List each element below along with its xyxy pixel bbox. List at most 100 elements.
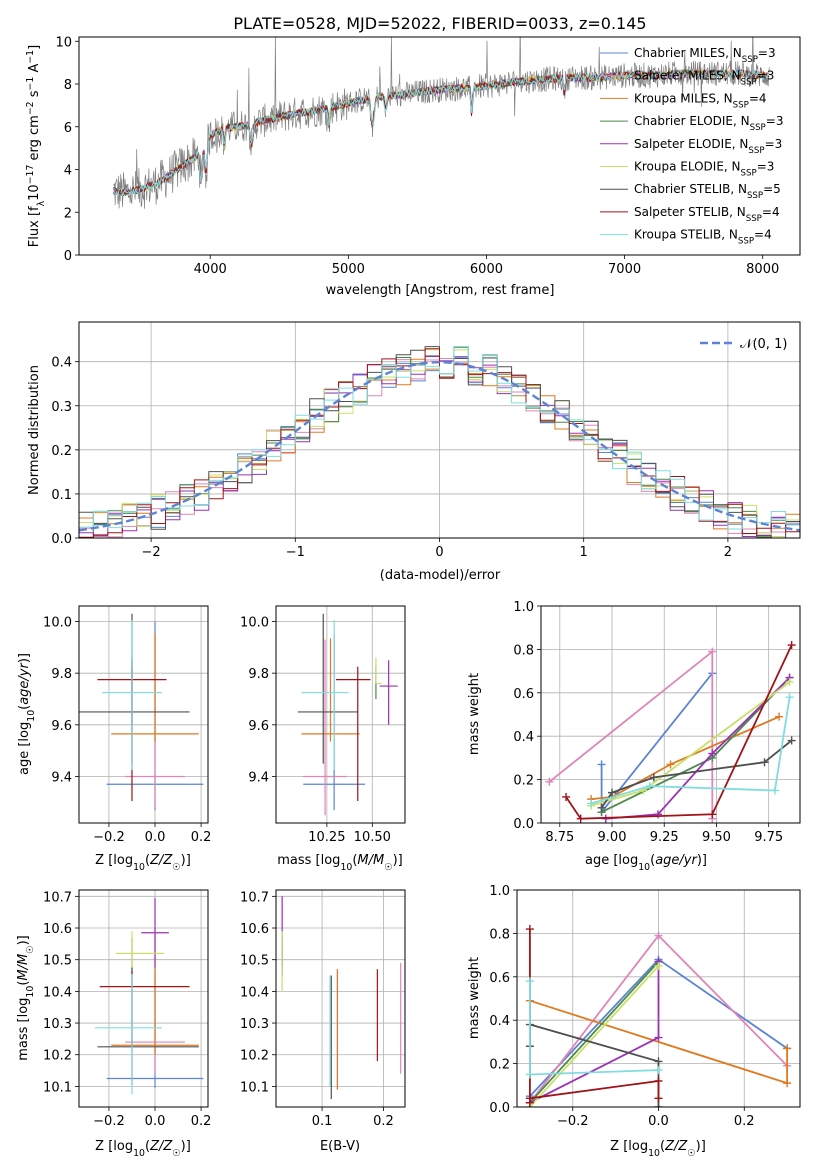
legend-entry-chabrier_miles: Chabrier MILES, NSSP=3 — [634, 46, 776, 65]
legend-entry-kroupa_elodie-part: SSP — [741, 169, 757, 179]
mass_vs_Z-y-tick-label: 10.1 — [43, 1080, 72, 1095]
mass-vs-z-x-axis-label-part: Z/Z — [149, 1139, 173, 1154]
legend-entry-chabrier_miles-part: =3 — [758, 46, 776, 60]
residuals-y-tick-label: 0.2 — [51, 444, 72, 459]
mass_vs_Z-y-tick-label: 10.7 — [43, 890, 72, 905]
residuals-y-tick-label: 0.3 — [51, 400, 72, 415]
mass-weight-z-x-axis-label-part: ☉ — [687, 1148, 695, 1159]
age_vs_Z-y-tick-label: 9.8 — [51, 667, 72, 682]
mass_weight_vs_age-x-tick-label: 9.75 — [754, 830, 783, 845]
mass_weight_vs_age-point-chabrier_stelib — [649, 773, 658, 782]
mass_vs_EBV-axes: 0.1 0.2 10.1 10.2 10.3 10.4 10.5 10.6 10.7 — [240, 889, 406, 1129]
age-vs-z-y-axis-label-part: ( — [17, 705, 32, 710]
residuals-y-tick-label: 0.0 — [51, 532, 72, 547]
mass-vs-z-x-axis-label-part: Z [log — [95, 1139, 133, 1154]
legend-entry-chabrier_elodie-part: SSP — [750, 123, 766, 133]
mass_weight_vs_age-point-salpeter_miles — [708, 647, 717, 656]
legend-entry-salpeter_stelib-part: SSP — [746, 214, 762, 224]
spectrum-y-axis-label-part: ] — [27, 45, 42, 50]
mass_weight_vs_age-point-kroupa_miles — [666, 760, 675, 769]
mass_weight_vs_Z-point-chabrier_stelib — [654, 1103, 663, 1107]
age_vs_Z-y-tick-label: 10.0 — [43, 616, 72, 631]
age-vs-z-y-axis-label: age [log10(age/yr)] — [17, 653, 37, 775]
mass_weight_vs_age-x-tick-label: 8.75 — [545, 830, 574, 845]
spectrum-y-tick-label: 10 — [55, 35, 72, 50]
mass-weight-z-x-axis-label-part: )] — [696, 1139, 706, 1154]
mass_vs_EBV-x-tick-label: 0.2 — [373, 1114, 394, 1129]
mass_vs_Z-y-tick-label: 10.2 — [43, 1049, 72, 1064]
legend-entry-chabrier_elodie-part: =3 — [766, 114, 784, 128]
legend-entry-salpeter_elodie-part: =3 — [765, 137, 783, 151]
age-vs-mass-x-axis-label-part: M/M — [357, 853, 384, 868]
mass_vs_Z-axes: −0.2 0.0 0.2 10.1 10.2 10.3 10.4 10.5 10.6 10.7 — [43, 889, 212, 1129]
residuals-y-axis-label: Normed distribution — [27, 365, 42, 495]
age-vs-z-x-axis-label-part: 10 — [133, 862, 145, 873]
mass_vs_EBV-y-tick-label: 10.2 — [240, 1049, 269, 1064]
mass_weight_vs_age-plot-area — [545, 641, 796, 823]
legend-entry-salpeter_stelib-part: =4 — [762, 205, 780, 219]
mass_weight_vs_age-x-tick-label: 9.25 — [650, 830, 679, 845]
residuals-x-tick-label: 1 — [580, 545, 588, 560]
legend-entry-salpeter_miles-part: =3 — [757, 69, 775, 83]
mass_weight_vs_Z-y-tick-label: 0.6 — [489, 971, 510, 986]
legend-entry-kroupa_elodie-part: =3 — [757, 160, 775, 174]
mass_weight_vs_age-point-salpeter_stelib — [576, 814, 585, 823]
age_vs_Z-frame — [78, 605, 209, 824]
mass_weight_vs_age-point-salpeter_elodie — [708, 749, 717, 758]
spectrum-y-tick-label: 6 — [64, 121, 72, 136]
mass_weight_vs_age-line-salpeter_stelib — [565, 644, 793, 820]
spectrum-y-axis-label-part: −1 — [25, 77, 36, 91]
spectrum-y-tick-label: 2 — [64, 206, 72, 221]
age-vs-z-y-axis-label-part: 10 — [26, 710, 37, 722]
mass-weight-z-x-axis-label: Z [log10(Z/Z☉)] — [610, 1139, 706, 1159]
age-vs-z-x-axis-label-part: Z [log — [95, 853, 133, 868]
mass_weight_vs_Z-x-tick-label: 0.2 — [734, 1114, 755, 1129]
page-title: PLATE=0528, MJD=52022, FIBERID=0033, z=0… — [233, 14, 646, 33]
age_vs_Z-x-tick-label: −0.2 — [93, 830, 125, 845]
mass-weight-age-x-axis-label-part: ( — [650, 853, 655, 868]
legend-entry-chabrier_stelib: Chabrier STELIB, NSSP=5 — [634, 182, 781, 201]
mass-weight-age-x-axis-label: age [log10(age/yr)] — [585, 853, 707, 873]
histogram-salpeter_stelib — [79, 348, 800, 538]
mass_vs_Z-y-tick-label: 10.6 — [43, 922, 72, 937]
legend-entry-chabrier_elodie-part: Chabrier ELODIE, N — [634, 114, 750, 128]
legend-entry-salpeter_stelib: Salpeter STELIB, NSSP=4 — [634, 205, 780, 224]
mass_weight_vs_Z-plot-area — [525, 925, 792, 1107]
mass_vs_EBV-y-tick-label: 10.7 — [240, 890, 269, 905]
mass_vs_Z-plot-area — [95, 897, 204, 1095]
legend-entry-salpeter_miles-part: SSP — [741, 78, 757, 88]
mass-vs-z-y-axis-label-part: ☉ — [25, 945, 36, 953]
legend-entry-kroupa_stelib-part: =4 — [754, 228, 772, 242]
mass_weight_vs_Z-y-tick-label: 0.8 — [489, 927, 510, 942]
mass_weight_vs_Z-point-kroupa_stelib — [654, 1066, 663, 1075]
spectrum-y-axis-label-part: erg cm — [27, 115, 42, 164]
mass_weight_vs_age-point-chabrier_stelib — [787, 736, 796, 745]
mass_vs_Z-x-tick-label: −0.2 — [93, 1114, 125, 1129]
mass-weight-z-x-axis-label-part: Z/Z — [664, 1139, 688, 1154]
age_vs_Z-y-tick-label: 9.6 — [51, 719, 72, 734]
mass_weight_vs_Z-point-salpeter_stelib — [654, 1076, 663, 1085]
mass_vs_Z-frame — [78, 889, 209, 1108]
legend-entry-kroupa_miles-part: =4 — [749, 91, 767, 105]
age_vs_Z-y-tick-label: 9.4 — [51, 771, 72, 786]
mass_weight_vs_age-y-tick-label: 0.4 — [513, 730, 534, 745]
mass-vs-z-y-axis-label-part: ( — [16, 981, 31, 986]
mass_weight_vs_age-y-tick-label: 0.8 — [513, 643, 534, 658]
age_vs_Z-x-tick-label: 0.0 — [145, 830, 166, 845]
mass-vs-z-y-axis-label-part: M/M — [16, 954, 31, 981]
legend-entry-chabrier_miles-part: SSP — [742, 55, 758, 65]
mass-weight-age-x-axis-label-part: 10 — [638, 862, 650, 873]
mass_weight_vs_age-point-chabrier_stelib — [608, 788, 617, 797]
mass-weight-age-y-axis-label: mass weight — [467, 673, 482, 755]
histogram-kroupa_stelib — [79, 346, 800, 530]
mass-weight-z-y-axis-label: mass weight — [467, 957, 482, 1039]
mass_weight_vs_Z-line-kroupa_elodie — [529, 965, 660, 1107]
residuals-x-tick-label: −2 — [142, 545, 161, 560]
mass_vs_Z-y-tick-label: 10.3 — [43, 1017, 72, 1032]
age_vs_mass-plot-area — [297, 613, 398, 816]
residuals-frame — [78, 321, 801, 539]
legend-entry-salpeter_miles: Salpeter MILES, NSSP=3 — [634, 69, 774, 88]
mass_vs_Z-x-tick-label: 0.2 — [191, 1114, 212, 1129]
age-vs-mass-x-axis-label-part: mass [log — [277, 853, 340, 868]
spectrum-model-line-kroupa_stelib — [113, 68, 770, 198]
